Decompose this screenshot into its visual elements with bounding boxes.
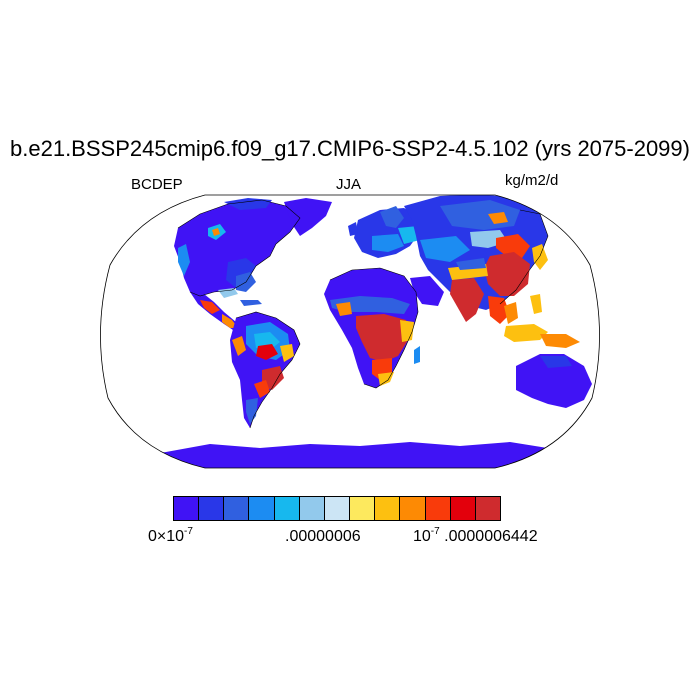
indonesia-east: [540, 334, 580, 348]
coastline-sa: [235, 311, 301, 429]
south-brazil-hotspot: [262, 366, 284, 390]
colorbar-swatch-5: [274, 497, 300, 520]
colorbar-swatch-3: [224, 497, 250, 520]
indochina: [504, 302, 518, 324]
colorbar-swatch-1: [174, 497, 200, 520]
north-america-landmass: [174, 200, 300, 296]
map-title: b.e21.BSSP245cmip6.f09_g17.CMIP6-SSP2-4.…: [10, 136, 690, 161]
argentina-north: [254, 380, 270, 398]
southeast-asia: [488, 296, 510, 324]
siberia-hotspot: [488, 212, 508, 224]
bolivia-hotspot: [256, 344, 278, 360]
arabian-peninsula: [410, 276, 444, 306]
units-label: kg/m2/d: [505, 172, 559, 189]
india-hotspot: [450, 278, 484, 322]
colorbar-label-max-exponent: -7: [430, 526, 440, 537]
andes-west: [232, 336, 246, 356]
tibet: [456, 258, 486, 270]
colorbar-swatch-13: [475, 497, 501, 520]
west-coast-na: [178, 244, 190, 276]
patagonia: [246, 398, 258, 424]
west-africa: [336, 302, 352, 316]
colorbar-swatch-8: [350, 497, 376, 520]
scandinavia: [380, 206, 404, 228]
variable-label: BCDEP: [131, 176, 183, 193]
colorbar-label-min-base: 0×10: [148, 528, 185, 545]
north-china: [496, 234, 530, 258]
caribbean-islands: [240, 300, 262, 306]
china-hotspot: [484, 252, 530, 296]
colorbar-label-min-exponent: -7: [184, 526, 193, 537]
colorbar-swatch-12: [450, 497, 476, 520]
gulf-coast: [218, 288, 238, 298]
east-africa: [400, 320, 414, 342]
maritime-asia: [504, 324, 548, 342]
colorbar-swatch-6: [299, 497, 325, 520]
colorbar-swatch-2: [199, 497, 225, 520]
colorbar-swatch-10: [400, 497, 426, 520]
colorbar-label-mid: .00000006: [285, 528, 361, 545]
amazon-center: [254, 332, 280, 350]
greenland-landmass: [284, 198, 332, 236]
coastline-asia: [499, 209, 549, 305]
eastern-europe: [398, 226, 420, 244]
colorbar-label-max-value: .0000006442: [444, 528, 538, 545]
coastline-africa: [329, 267, 419, 389]
new-zealand: [594, 402, 600, 418]
australia-north: [540, 356, 572, 368]
colorbar-label-max-base: 10: [413, 528, 431, 545]
antarctica-landmass: [120, 442, 600, 468]
coastline-na: [177, 199, 301, 297]
philippines: [530, 294, 542, 314]
central-africa-hotspot: [356, 314, 408, 362]
arctic-islands: [224, 198, 272, 210]
australia-landmass: [516, 354, 592, 408]
madagascar: [414, 346, 420, 364]
coastlines: [177, 199, 549, 429]
central-asia: [420, 236, 470, 262]
colorbar-swatch-11: [425, 497, 451, 520]
uk-ireland: [348, 222, 358, 236]
central-america-hot: [222, 314, 238, 328]
brazil-east: [280, 344, 294, 362]
season-label: JJA: [336, 176, 362, 193]
north-america-east: [226, 258, 256, 288]
colorbar-swatch-7: [324, 497, 351, 520]
south-africa: [378, 372, 394, 386]
land-layer: [120, 195, 600, 468]
colorbar-label-min: 0×10-7: [148, 526, 193, 546]
colorbar-swatch-4: [249, 497, 275, 520]
colorbar-label-max: 10-7 .0000006442: [413, 526, 538, 546]
central-europe: [372, 234, 404, 252]
globe-outline: [100, 194, 600, 469]
mexico-hotspot: [200, 300, 220, 314]
hudson-bay-hotspot: [212, 228, 220, 236]
colorbar: [173, 496, 501, 521]
korea-japan: [532, 244, 548, 270]
colorbar-swatch-9: [375, 497, 401, 520]
